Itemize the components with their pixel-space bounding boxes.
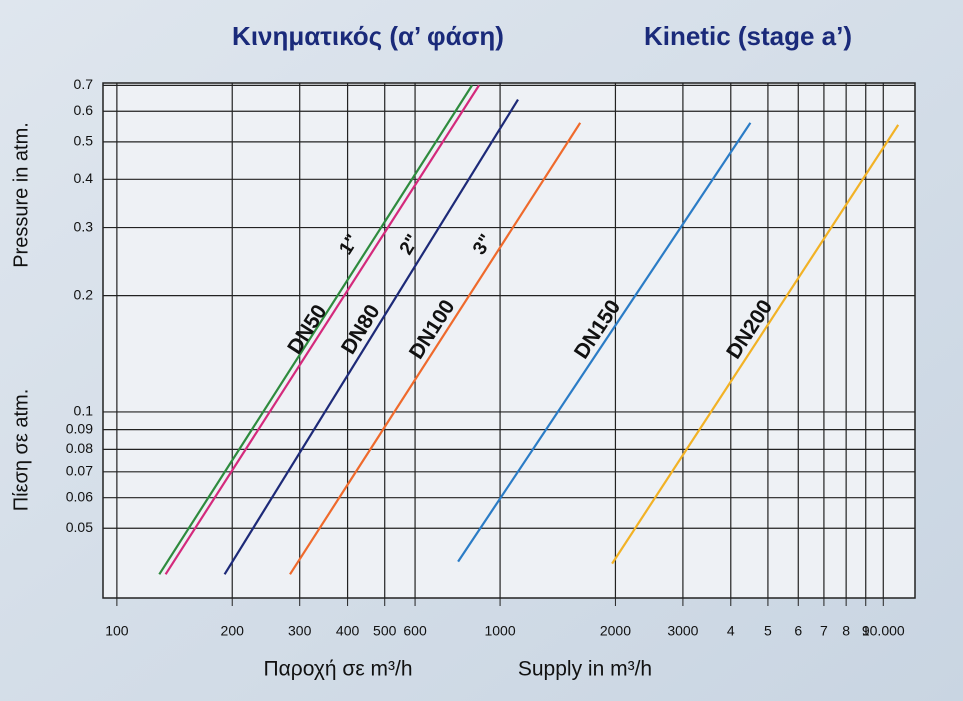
- chart-subtitle: Kinetic (stage a’): [644, 21, 852, 51]
- x-tick-label: 6: [794, 623, 802, 639]
- chart-title: Κινηματικός (α’ φάση): [232, 21, 504, 51]
- y-tick-label: 0.6: [74, 102, 94, 118]
- plot-area: [102, 82, 916, 599]
- y-tick-label: 0.05: [66, 519, 93, 535]
- y-tick-label: 0.09: [66, 420, 93, 436]
- x-tick-label: 7: [820, 623, 828, 639]
- y-tick-label: 0.08: [66, 440, 93, 456]
- x-tick-label: 600: [403, 623, 427, 639]
- x-tick-label: 300: [288, 623, 312, 639]
- y-axis-label: Pressure in atm.: [10, 122, 32, 268]
- x-tick-label: 500: [373, 623, 397, 639]
- y-tick-label: 0.4: [74, 170, 94, 186]
- y-tick-label: 0.1: [74, 403, 94, 419]
- x-tick-label: 100: [105, 623, 129, 639]
- y-tick-label: 0.3: [74, 218, 94, 234]
- x-tick-label: 5: [764, 623, 772, 639]
- x-tick-label: 4: [727, 623, 735, 639]
- y-tick-label: 0.07: [66, 463, 93, 479]
- x-tick-label: 200: [221, 623, 245, 639]
- x-tick-label: 10.000: [862, 623, 905, 639]
- y-axis-label-alt: Πίεση σε atm.: [10, 389, 32, 512]
- series-line: [164, 84, 480, 575]
- x-axis-label-alt: Supply in m³/h: [518, 658, 652, 681]
- x-tick-label: 8: [842, 623, 850, 639]
- series-line: [223, 99, 519, 575]
- series-line: [289, 122, 582, 575]
- series-line: [611, 124, 900, 565]
- x-tick-label: 1000: [484, 623, 515, 639]
- x-tick-label: 400: [336, 623, 360, 639]
- x-axis-label: Παροχή σε m³/h: [263, 658, 412, 681]
- y-tick-label: 0.5: [74, 133, 94, 149]
- series-line: [158, 84, 473, 575]
- x-tick-label: 9: [862, 623, 870, 639]
- x-tick-label: 3000: [667, 623, 698, 639]
- series-line: [457, 122, 752, 563]
- y-tick-label: 0.2: [74, 286, 94, 302]
- y-tick-label: 0.06: [66, 488, 93, 504]
- x-tick-label: 2000: [600, 623, 631, 639]
- y-tick-label: 0.7: [74, 76, 94, 92]
